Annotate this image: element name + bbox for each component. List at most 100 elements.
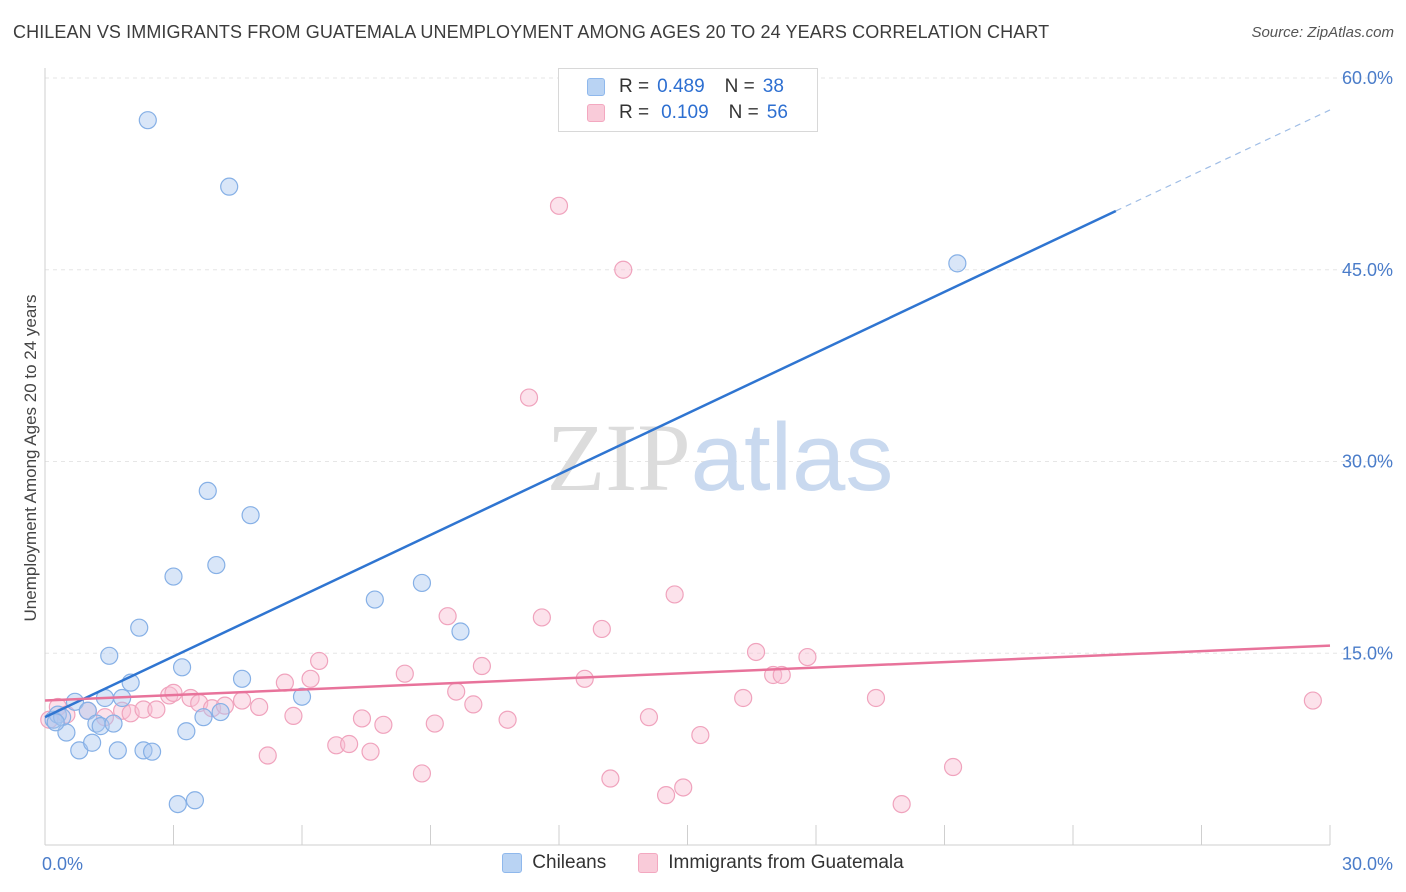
legend-swatch-guatemala [587,104,605,122]
point-guatemala [746,642,766,662]
legend-row-guatemala: R = 0.109 N = 56 [587,101,788,125]
point-chileans [292,687,312,706]
legend-n-value-guatemala: 56 [766,102,788,123]
point-guatemala [772,665,791,685]
point-guatemala [1303,691,1322,710]
point-guatemala [412,764,432,783]
point-guatemala [361,742,380,761]
point-guatemala [425,714,444,733]
bottom-legend: Chileans Immigrants from Guatemala [0,852,1406,874]
point-guatemala [447,682,466,701]
point-chileans [78,701,97,720]
point-chileans [451,622,470,641]
bottom-legend-guatemala: Immigrants from Guatemala [638,852,904,874]
point-guatemala [352,709,372,728]
point-guatemala [734,688,753,708]
y-axis-label: Unemployment Among Ages 20 to 24 years [21,295,40,622]
point-chileans [142,742,162,761]
point-guatemala [798,647,817,667]
point-chileans [83,733,102,752]
point-guatemala [164,683,183,702]
point-chileans [198,481,217,501]
bottom-legend-swatch-guatemala [638,853,659,873]
point-guatemala [147,700,166,719]
y-tick-label: 30.0% [1342,452,1393,472]
legend-row-chileans: R = 0.489 N = 38 [587,75,784,99]
point-guatemala [519,388,539,407]
point-chileans [164,567,183,586]
point-chileans [365,590,384,609]
point-guatemala [232,691,252,710]
point-guatemala [549,196,569,215]
point-chileans [194,708,213,727]
point-guatemala [464,695,483,714]
point-chileans [948,254,967,273]
point-guatemala [472,656,491,676]
legend-r-value-chileans: 0.489 [657,76,705,97]
trendline-chileans [44,209,1117,719]
point-chileans [172,658,192,677]
legend-r-value-guatemala: 0.109 [661,102,709,123]
legend-n-value-chileans: 38 [762,76,784,97]
point-guatemala [892,794,911,814]
point-guatemala [691,725,710,745]
point-guatemala [601,769,620,788]
legend-swatch-chileans [587,78,605,96]
y-tick-label: 60.0% [1342,68,1393,88]
point-guatemala [258,746,277,765]
legend-n-label: N = [724,76,755,97]
bottom-legend-swatch-chileans [502,853,523,873]
point-chileans [138,111,157,130]
point-chileans [207,555,226,575]
legend-r-label: R = [619,102,650,123]
bottom-legend-label-chileans: Chileans [532,852,607,873]
point-guatemala [866,688,886,708]
point-chileans [211,702,230,722]
point-guatemala [250,697,269,717]
legend-n-label: N = [728,102,759,123]
point-guatemala [532,608,551,627]
point-chileans [412,573,432,593]
point-guatemala [674,778,693,797]
point-chileans [168,794,187,814]
x-tick-label: 0.0% [42,854,83,874]
bottom-legend-chileans: Chileans [502,852,606,874]
point-chileans [177,722,196,741]
point-guatemala [943,757,963,777]
x-tick-label: 30.0% [1342,854,1393,874]
point-guatemala [275,673,294,692]
point-guatemala [134,700,153,719]
point-guatemala [340,734,359,754]
trendline-guatemala [44,644,1331,702]
point-guatemala [665,585,684,604]
point-chileans [185,791,205,810]
point-guatemala [301,669,320,688]
point-guatemala [374,715,393,734]
y-tick-label: 15.0% [1342,643,1393,663]
point-guatemala [395,664,414,683]
point-guatemala [310,651,329,671]
point-guatemala [656,786,676,805]
point-chileans [220,177,239,196]
point-guatemala [592,619,611,639]
bottom-legend-label-guatemala: Immigrants from Guatemala [668,852,904,873]
point-guatemala [498,710,517,729]
y-tick-label: 45.0% [1342,260,1393,280]
watermark: ZIPatlas [547,404,894,511]
point-chileans [241,506,260,525]
chart-source: Source: ZipAtlas.com [1251,24,1394,41]
point-guatemala [284,706,303,725]
legend: R = 0.489 N = 38 R = 0.109 N = 56 [558,68,818,132]
point-guatemala [438,607,457,626]
chart-title: CHILEAN VS IMMIGRANTS FROM GUATEMALA UNE… [13,22,1050,42]
point-guatemala [614,260,633,279]
point-chileans [130,618,149,637]
point-guatemala [639,708,659,727]
trendline-chileans-extension [1115,109,1331,212]
legend-r-label: R = [619,76,650,97]
point-chileans [100,646,119,665]
point-chileans [46,713,65,732]
point-chileans [232,669,252,688]
point-chileans [108,741,127,760]
